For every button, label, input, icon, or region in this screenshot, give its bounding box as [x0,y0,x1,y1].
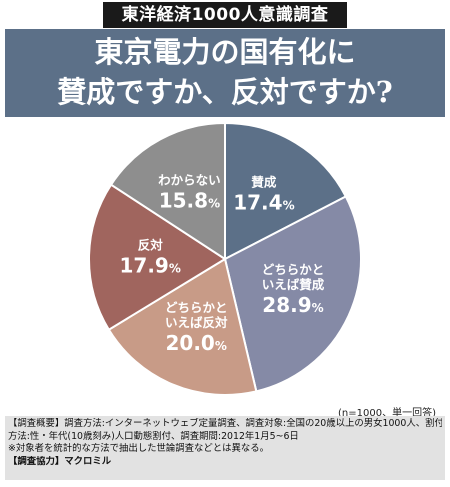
title-line-2: 賛成ですか、反対ですか? [57,75,393,109]
sample-note: (n=1000、単一回答) [338,408,436,419]
slice-category-text: いえば賛成 [262,277,325,292]
title-band: 東京電力の国有化に 賛成ですか、反対ですか? [5,29,445,117]
slice-value-text: 20.0% [166,331,227,355]
pie-chart: 賛成17.4%どちらかといえば賛成28.9%どちらかといえば反対20.0%反対1… [88,121,362,396]
survey-series-tag: 東洋経済1000人意識調査 [103,2,347,28]
slice-category-text: 反対 [138,237,164,252]
footnote-line-1: 【調査概要】調査方法:インターネットウェブ定量調査、調査対象:全国の20歳以上の… [8,418,442,429]
slice-value-text: 17.9% [120,253,181,277]
pie-slice-2 [107,257,258,396]
survey-footnote: 【調査概要】調査方法:インターネットウェブ定量調査、調査対象:全国の20歳以上の… [5,416,445,480]
cooperation-label: 【調査協力】 [8,455,65,467]
footnote-line-2: 方法:性・年代(10歳刻み)人口動態割付、調査期間:2012年1月5~6日 [8,430,299,442]
cooperation-value: マクロミル [64,455,112,467]
pie-slice-4 [109,121,226,261]
footnote-cooperation: 【調査協力】マクロミル [8,456,442,469]
title-line-1: 東京電力の国有化に [94,35,356,69]
slice-category-text: どちらかと [262,262,325,277]
footnote-line-3: ※対象者を統計的な方法で抽出した世論調査などとは異なる。 [8,443,269,454]
pie-slice-3 [88,183,227,332]
slice-category-text: どちらかと [165,300,228,315]
slice-value-text: 17.4% [233,191,294,215]
slice-value-text: 28.9% [262,293,323,317]
slice-category-text: わからない [158,173,221,188]
slice-category-text: 賛成 [251,175,277,190]
pie-slice-1 [223,195,362,393]
pie-slice-0 [224,121,348,261]
slice-category-text: いえば反対 [165,315,228,330]
slice-value-text: 15.8% [159,189,220,213]
